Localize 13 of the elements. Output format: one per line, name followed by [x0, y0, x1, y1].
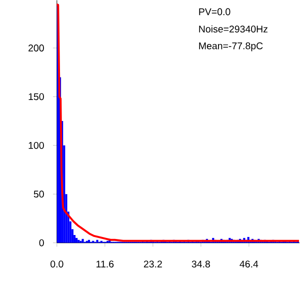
- y-tick-label: 200: [28, 44, 44, 52]
- x-tick-label: 0.0: [50, 260, 64, 268]
- y-tick-label: 50: [34, 190, 44, 198]
- annotation: PV=0.0: [199, 8, 230, 15]
- x-tick-label: 34.8: [192, 260, 210, 268]
- y-tick-label: 0: [39, 239, 44, 246]
- annotation: Noise=29340Hz: [199, 25, 268, 32]
- x-tick-label: 11.6: [96, 260, 114, 268]
- y-tick-label: 100: [28, 142, 44, 149]
- y-tick-label: 150: [28, 93, 44, 100]
- x-tick-label: 46.4: [240, 260, 258, 268]
- x-tick-label: 23.2: [144, 260, 162, 268]
- annotation: Mean=-77.8pC: [199, 42, 263, 51]
